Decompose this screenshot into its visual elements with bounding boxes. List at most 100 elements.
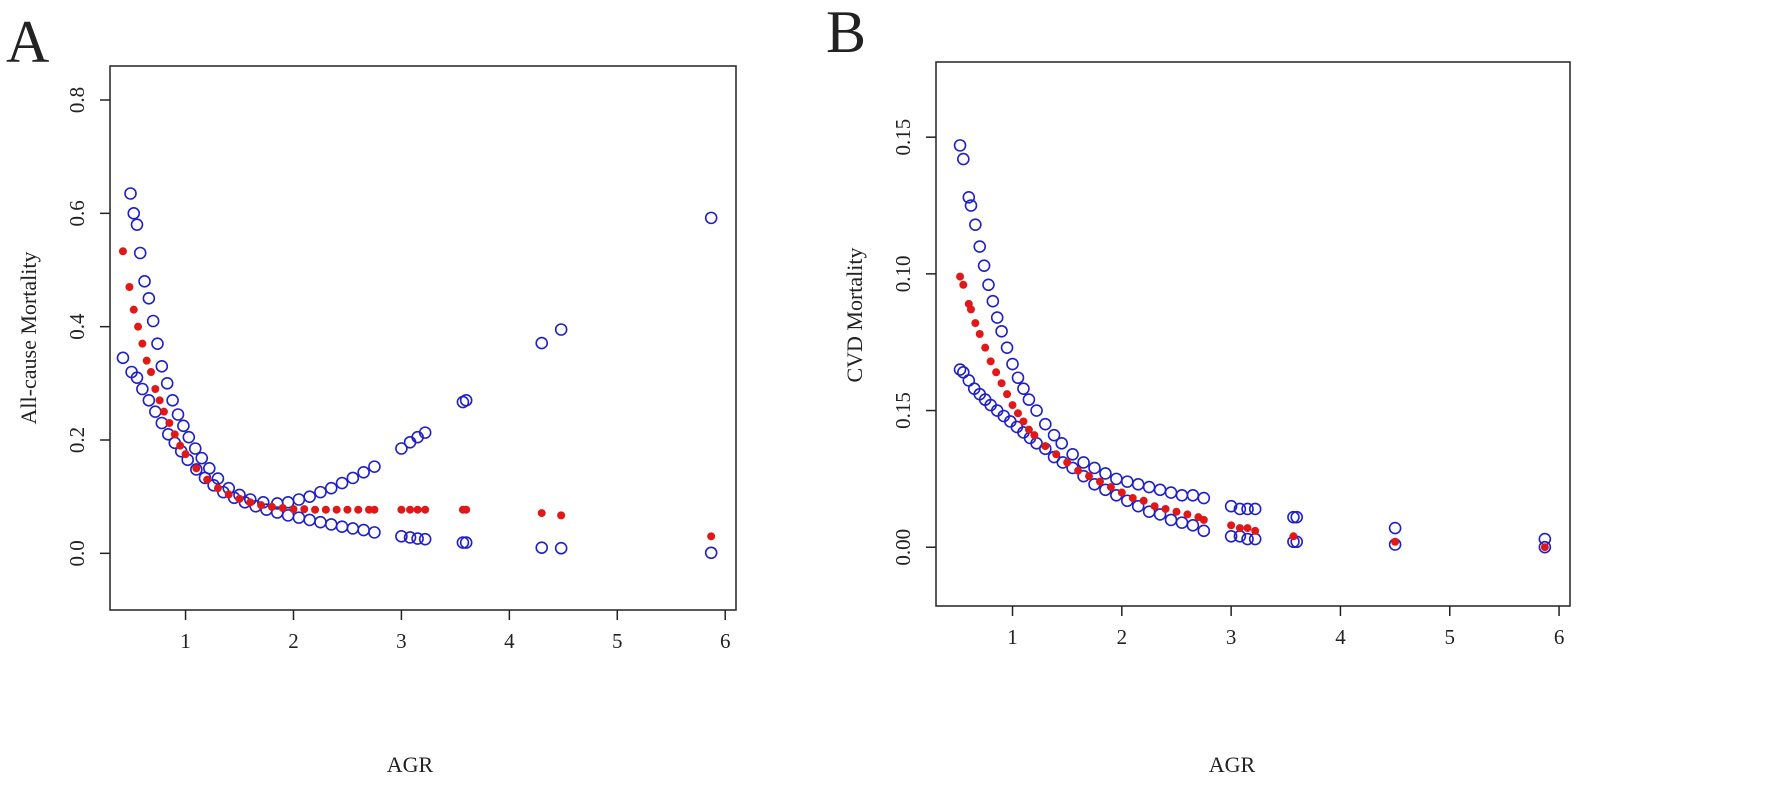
panel-a-lower-95-ci-point [535, 541, 549, 554]
panel-a-upper-95-ci-point [160, 377, 174, 390]
panel-b-upper-95-ci-point [1388, 521, 1402, 535]
panel-b-lower-95-ci-point [1153, 508, 1167, 521]
panel-b-lower-95-ci-point [953, 363, 967, 376]
panel-b-upper-95-ci-point [977, 259, 991, 272]
panel-b-predicted-point [975, 330, 984, 338]
panel-b-x-tick-label: 6 [1554, 625, 1565, 649]
panel-a-predicted-point [406, 505, 415, 514]
panel-b-predicted-point [971, 319, 980, 328]
panel-b-y-tick-label: 0.15 [891, 119, 915, 156]
panel-a-upper-95-ci-point [535, 336, 549, 350]
panel-a-predicted-point [129, 305, 138, 314]
panel-a-ticks: 1 2 3 4 5 6 0.0 0.2 0.4 0.6 0.8 [65, 87, 730, 653]
panel-b-lower-95-ci-point [1164, 513, 1178, 527]
panel-b-predicted-point [1041, 442, 1050, 451]
panel-b-upper-95-ci-point [1039, 417, 1052, 431]
panel-b-upper-95-ci-point [1006, 357, 1019, 371]
panel-a-upper-95-ci-point [368, 460, 381, 473]
panel-a-predicted-point [155, 396, 164, 405]
panel-b-letter: B [826, 0, 866, 65]
panel-a-predicted-point [397, 505, 406, 514]
panel-a-predicted-point [267, 502, 276, 511]
panel-a-upper-95-ci-point [133, 246, 147, 260]
panel-a: A AGR All-cause Mortality 1 2 3 4 5 6 0.0 0.2 0.… [6, 9, 737, 777]
panel-a-predicted-point [537, 509, 546, 518]
panel-a-predicted-point [151, 385, 160, 393]
panel-b-x-tick-label: 3 [1226, 625, 1237, 649]
panel-b-predicted-point [1183, 510, 1192, 519]
panel-a-upper-95-ci-point [418, 426, 432, 439]
panel-b-marks [953, 139, 1552, 554]
panel-b-predicted-point [1003, 390, 1012, 399]
panel-a-x-tick-label: 4 [504, 629, 515, 653]
panel-b-upper-95-ci-point [1066, 447, 1079, 461]
panel-b-upper-95-ci-point [1142, 480, 1156, 494]
panel-b-predicted-point [986, 357, 995, 366]
panel-b-upper-95-ci-point [969, 218, 982, 231]
panel-b-predicted-point [1117, 488, 1126, 497]
panel-a-predicted-point [142, 356, 151, 365]
panel-b-upper-95-ci-point [1055, 437, 1069, 450]
panel-b-upper-95-ci-point [1233, 502, 1247, 516]
panel-a-predicted-point [707, 532, 716, 541]
panel-a-upper-95-ci-point [130, 218, 144, 231]
panel-a-predicted-point [300, 505, 309, 514]
panel-b-upper-95-ci-point [1022, 393, 1036, 406]
panel-a-lower-95-ci-point [403, 531, 417, 544]
panel-a-lower-95-ci-point [190, 463, 203, 476]
panel-a-lower-95-ci-point [418, 532, 432, 546]
panel-b-predicted-point [1391, 537, 1400, 546]
panel-b-predicted-point [1085, 472, 1094, 481]
panel-b-predicted-point [966, 305, 975, 314]
panel-b-upper-95-ci-point [1088, 461, 1101, 475]
panel-a-lower-95-ci-point [459, 536, 473, 549]
panel-b-lower-95-ci-point [1224, 529, 1238, 543]
panel-b-predicted-point [1106, 483, 1115, 492]
panel-a-upper-95-ci-point [459, 394, 473, 407]
panel-a-lower-95-ci-point [292, 511, 306, 524]
panel-b-upper-95-ci-point [1099, 467, 1112, 480]
panel-b-upper-95-ci-point [1017, 382, 1030, 395]
panel-a-predicted-point [165, 419, 174, 427]
panel-b-x-axis-title: AGR [1209, 752, 1256, 777]
panel-a-marks [116, 187, 718, 560]
panel-b-frame [935, 61, 1571, 607]
panel-a-upper-95-ci-point [357, 465, 370, 479]
panel-a-frame [109, 65, 737, 611]
panel-a-predicted-point [224, 490, 233, 499]
panel-a-lower-95-ci-point [456, 536, 470, 549]
panel-a-lower-95-ci-point [303, 513, 316, 527]
panel-b-lower-95-ci-point [1131, 499, 1145, 513]
panel-b-predicted-point [1289, 532, 1298, 541]
panel-b-lower-95-ci-point [1197, 524, 1211, 538]
panel-b-predicted-point [997, 379, 1006, 388]
panel-b-predicted-point [959, 280, 968, 289]
panel-a-predicted-point [181, 450, 190, 459]
panel-b-predicted-point [956, 272, 965, 281]
panel-b-x-tick-label: 5 [1445, 625, 1456, 649]
panel-b-y-axis-title: CVD Mortality [842, 247, 867, 382]
panel-a-upper-95-ci-point [211, 472, 225, 485]
panel-a-lower-95-ci-point [324, 518, 338, 531]
panel-b-upper-95-ci-point [962, 191, 976, 204]
panel-b-y-tick-label: 0.10 [891, 255, 915, 292]
panel-b-upper-95-ci-point [1011, 371, 1025, 385]
panel-b-upper-95-ci-point [1186, 488, 1200, 502]
panel-a-predicted-point [159, 407, 168, 416]
panel-b-y-tick-label: 0.00 [891, 529, 915, 566]
panel-a-upper-95-ci-point [124, 187, 137, 200]
panel-b-upper-95-ci-point [990, 311, 1004, 324]
panel-b-upper-95-ci-point [964, 199, 978, 212]
panel-b-upper-95-ci-point [1164, 486, 1178, 499]
panel-a-predicted-point [289, 505, 298, 514]
panel-b-upper-95-ci-point [1175, 488, 1189, 502]
panel-a-lower-95-ci-point [149, 405, 162, 418]
panel-b-y-tick-label: 0.15 [891, 392, 915, 429]
panel-b-predicted-point [1243, 524, 1252, 533]
panel-b-predicted-point [981, 343, 990, 352]
panel-b-predicted-point [1199, 515, 1208, 524]
panel-a-upper-95-ci-point [142, 292, 156, 305]
panel-a-predicted-point [118, 247, 127, 256]
panel-a-upper-95-ci-point [403, 435, 417, 449]
panel-b-upper-95-ci-point [973, 240, 987, 253]
